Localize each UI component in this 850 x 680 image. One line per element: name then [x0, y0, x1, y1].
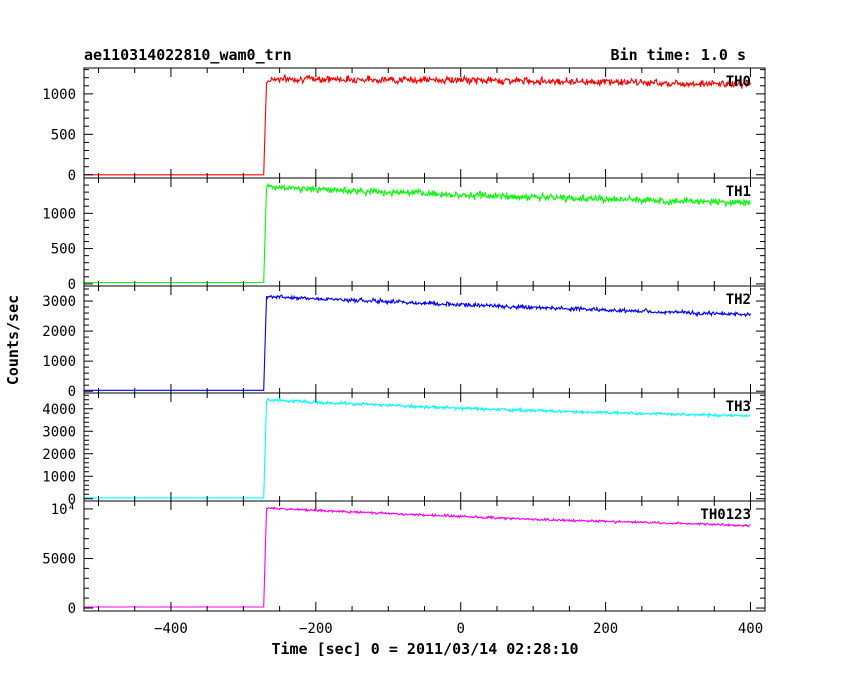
x-tick-label: 200 [593, 621, 618, 637]
y-tick-label: 5000 [42, 551, 76, 567]
y-tick-label: 0 [68, 492, 76, 508]
y-tick-label: 0 [68, 384, 76, 400]
panel-label-th1: TH1 [726, 184, 751, 200]
chart-title: ae110314022810_wam0_trn [84, 46, 292, 64]
y-tick-label: 2000 [42, 324, 76, 340]
y-tick-label: 1000 [42, 87, 76, 103]
panel-th3: 0 1000 2000 3000 4000 TH3 [42, 392, 766, 508]
panel-frame [83, 500, 766, 612]
panel-label-th0123: TH0123 [700, 507, 751, 523]
panel-label-th3: TH3 [726, 399, 751, 415]
panel-th1: 0 500 1000 TH1 [42, 177, 766, 293]
y-tick-label: 1000 [42, 206, 76, 222]
series-line-th2 [84, 294, 752, 391]
series-line-th1 [84, 182, 751, 284]
panel-label-th2: TH2 [726, 292, 751, 308]
panel-th2: 0 1000 2000 3000 TH2 [42, 285, 766, 400]
y-tick-label: 3000 [42, 424, 76, 440]
y-tick-label: 500 [51, 127, 76, 143]
x-tick-label: −400 [154, 621, 188, 637]
y-tick-label: 0 [68, 601, 76, 617]
x-tick-label: 400 [738, 621, 763, 637]
chart-subtitle: Bin time: 1.0 s [611, 46, 746, 64]
x-tick-label: 0 [457, 621, 465, 637]
y-tick-label: 4000 [42, 402, 76, 418]
y-tick-label: 2000 [42, 447, 76, 463]
y-tick-label: 500 [51, 242, 76, 258]
y-tick-label: 0 [68, 277, 76, 293]
y-tick-label: 0 [68, 168, 76, 184]
y-tick-label: 3000 [42, 294, 76, 310]
y-tick-label: 1000 [42, 354, 76, 370]
y-tick-label: 1000 [42, 469, 76, 485]
x-axis-label: Time [sec] 0 = 2011/03/14 02:28:10 [271, 640, 578, 658]
series-line-th0123 [84, 506, 751, 608]
panel-th0: 0 500 1000 TH0 [42, 67, 766, 184]
panel-label-th0: TH0 [726, 74, 751, 90]
x-tick-label: −200 [299, 621, 333, 637]
panel-th0123: 0 5000 10⁴ TH0123 [42, 500, 766, 617]
y-axis-label: Counts/sec [4, 295, 22, 385]
y-tick-label: 10⁴ [51, 502, 76, 518]
series-line-th0 [84, 73, 752, 176]
series-line-th3 [84, 397, 751, 499]
